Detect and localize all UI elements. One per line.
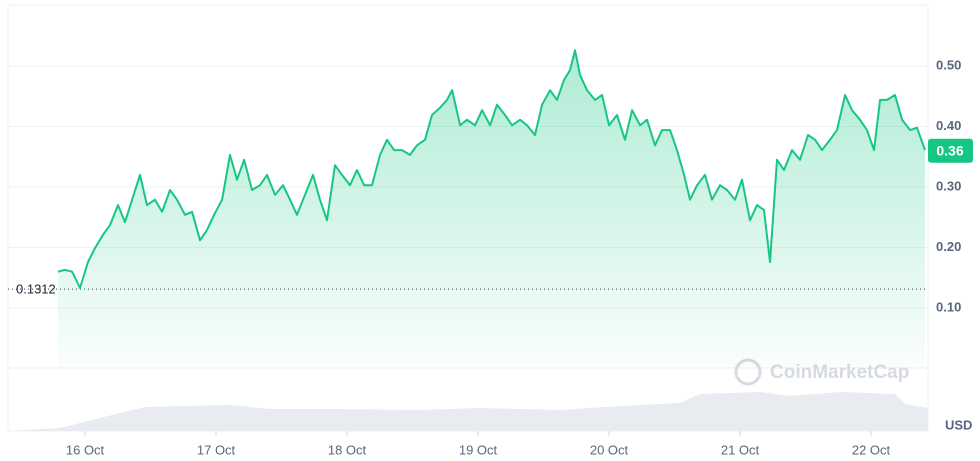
x-tick-label: 19 Oct xyxy=(459,442,498,457)
current-price-tag xyxy=(928,138,973,163)
x-tick-label: 18 Oct xyxy=(328,442,367,457)
price-area xyxy=(58,50,925,369)
x-tick-label: 21 Oct xyxy=(721,442,760,457)
unit-label: USD xyxy=(945,417,972,432)
x-tick-label: 20 Oct xyxy=(590,442,629,457)
x-tick-label: 17 Oct xyxy=(197,442,236,457)
y-tick-label: 0.30 xyxy=(936,178,961,193)
x-tick-label: 16 Oct xyxy=(66,442,105,457)
y-tick-label: 0.50 xyxy=(936,57,961,72)
x-tick-label: 22 Oct xyxy=(852,442,891,457)
y-tick-label: 0.10 xyxy=(936,299,961,314)
current-price-label: 0.36 xyxy=(936,142,963,158)
y-tick-label: 0.40 xyxy=(936,118,961,133)
volume-area xyxy=(8,392,928,431)
price-line xyxy=(57,49,926,289)
reference-label: 0.1312 xyxy=(16,282,56,297)
y-tick-label: 0.20 xyxy=(936,239,961,254)
